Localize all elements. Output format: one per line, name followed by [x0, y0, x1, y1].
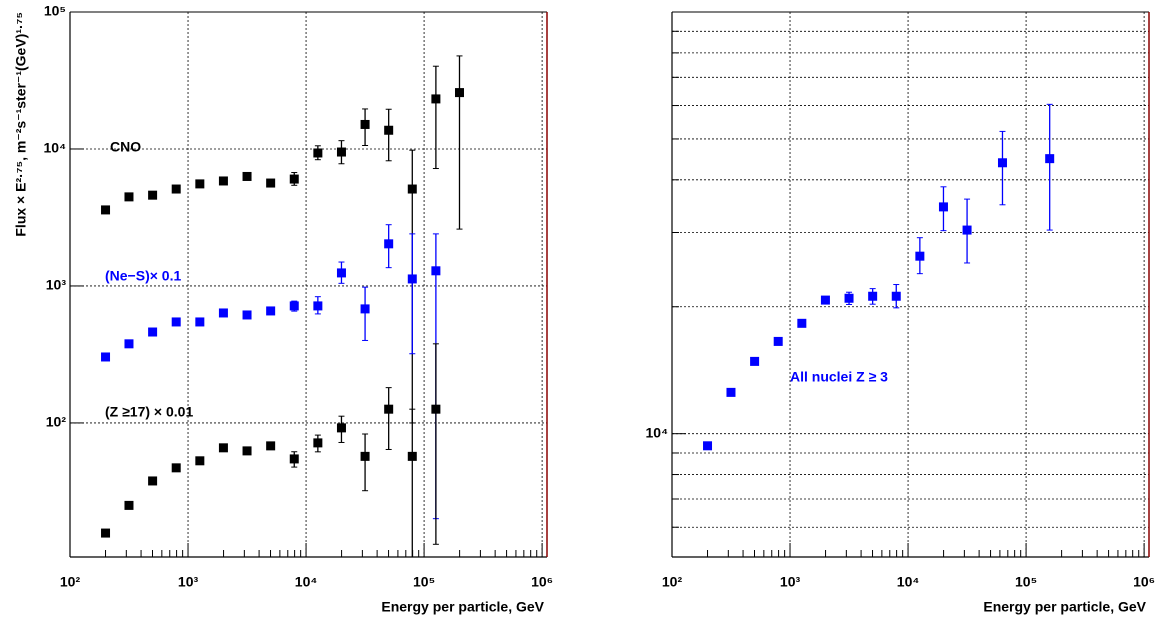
data-point	[407, 451, 417, 461]
x-tick-label: 10²	[662, 574, 683, 590]
x-tick-label: 10²	[60, 574, 81, 590]
y-tick-label: 10⁴	[646, 424, 669, 440]
data-point	[266, 306, 276, 316]
data-point	[313, 148, 323, 158]
data-point	[289, 301, 299, 311]
data-point	[407, 274, 417, 284]
x-axis-title: Energy per particle, GeV	[983, 599, 1146, 615]
data-point	[997, 158, 1007, 168]
data-point	[171, 463, 181, 473]
data-point	[148, 190, 158, 200]
series-label: CNO	[110, 139, 141, 155]
data-point	[431, 266, 441, 276]
data-point	[289, 454, 299, 464]
data-point	[124, 500, 134, 510]
data-point	[726, 387, 736, 397]
data-point	[336, 268, 346, 278]
data-point	[218, 443, 228, 453]
x-tick-label: 10⁴	[897, 574, 920, 590]
x-tick-label: 10⁵	[1015, 574, 1037, 590]
y-tick-label: 10⁴	[44, 140, 67, 156]
x-tick-label: 10⁴	[295, 574, 318, 590]
y-tick-label: 10⁵	[44, 3, 66, 19]
data-point	[844, 293, 854, 303]
data-point	[195, 317, 205, 327]
data-point	[360, 451, 370, 461]
series-label: (Z ≥17) × 0.01	[105, 404, 193, 420]
data-point	[266, 178, 276, 188]
data-point	[313, 438, 323, 448]
y-tick-label: 10³	[46, 277, 67, 293]
x-tick-label: 10³	[178, 574, 199, 590]
y-axis-title: Flux × E²·⁷⁵, m⁻²s⁻¹ster⁻¹(GeV)¹·⁷⁵	[13, 12, 29, 237]
data-point	[101, 528, 111, 538]
data-point	[938, 202, 948, 212]
data-point	[148, 476, 158, 486]
data-point	[242, 171, 252, 181]
data-point	[891, 291, 901, 301]
data-point	[289, 174, 299, 184]
data-point	[242, 446, 252, 456]
x-tick-label: 10⁶	[1133, 574, 1155, 590]
data-point	[124, 339, 134, 349]
data-point	[750, 356, 760, 366]
data-point	[266, 441, 276, 451]
data-point	[384, 239, 394, 249]
data-point	[336, 147, 346, 157]
x-axis-title: Energy per particle, GeV	[381, 599, 544, 615]
x-tick-label: 10³	[780, 574, 801, 590]
data-point	[407, 184, 417, 194]
x-tick-label: 10⁶	[531, 574, 553, 590]
data-point	[384, 404, 394, 414]
data-point	[1045, 154, 1055, 164]
data-point	[384, 125, 394, 135]
series-label: (Ne−S)× 0.1	[105, 268, 181, 284]
data-point	[218, 308, 228, 318]
data-point	[454, 88, 464, 98]
data-point	[124, 192, 134, 202]
data-point	[242, 310, 252, 320]
data-point	[820, 295, 830, 305]
data-point	[360, 304, 370, 314]
data-point	[773, 336, 783, 346]
data-point	[703, 441, 713, 451]
data-point	[313, 301, 323, 311]
data-point	[868, 291, 878, 301]
data-point	[431, 94, 441, 104]
x-tick-label: 10⁵	[413, 574, 435, 590]
data-point	[148, 327, 158, 337]
data-point	[171, 317, 181, 327]
data-point	[195, 456, 205, 466]
data-point	[360, 119, 370, 129]
data-point	[915, 251, 925, 261]
data-point	[962, 225, 972, 235]
data-point	[171, 184, 181, 194]
data-point	[797, 318, 807, 328]
y-tick-label: 10²	[46, 414, 67, 430]
data-point	[431, 404, 441, 414]
series-label: All nuclei Z ≥ 3	[790, 369, 888, 385]
data-point	[218, 176, 228, 186]
data-point	[336, 423, 346, 433]
data-point	[101, 205, 111, 215]
data-point	[101, 352, 111, 362]
data-point	[195, 179, 205, 189]
